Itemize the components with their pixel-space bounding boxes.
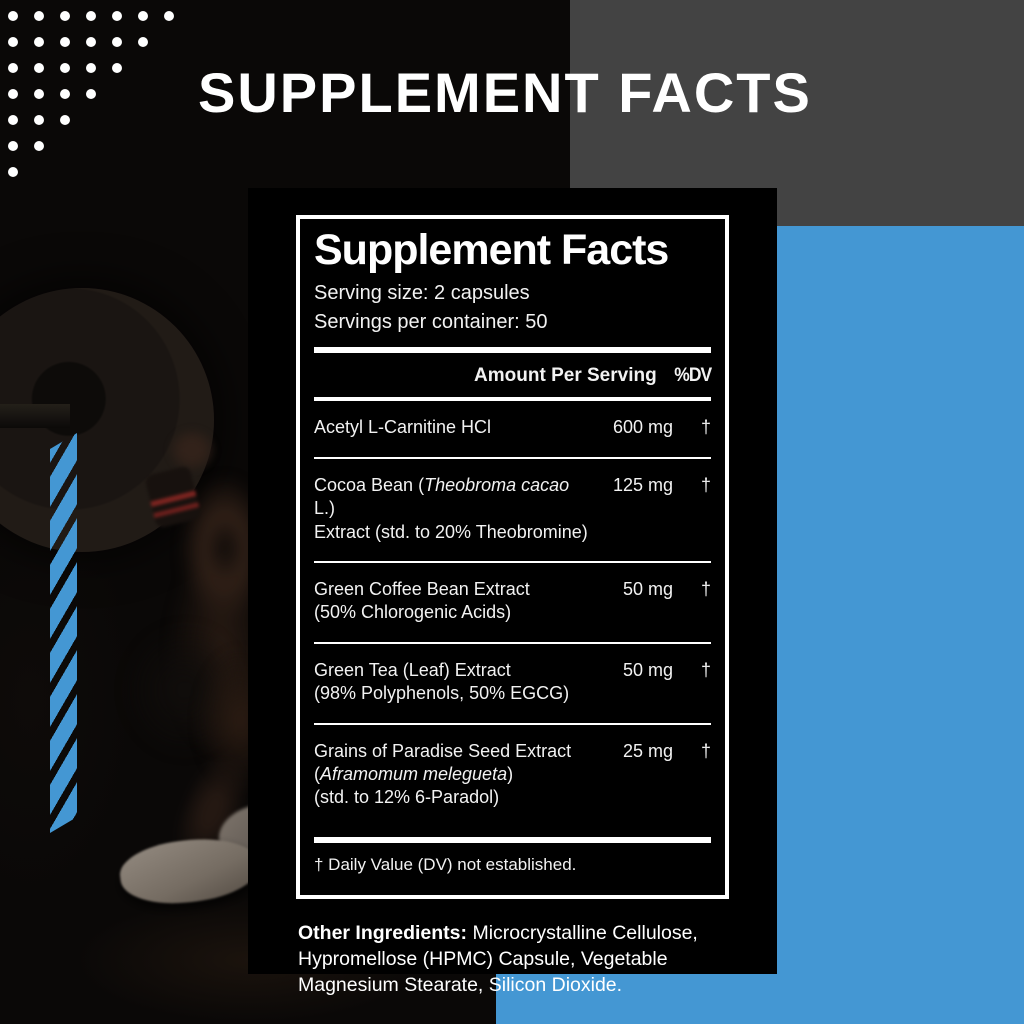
dot (60, 89, 70, 99)
servings-per-container: Servings per container: 50 (314, 311, 548, 334)
ingredient-name: Cocoa Bean (Theobroma cacao L.) Extract (… (314, 474, 588, 542)
dot (60, 11, 70, 21)
ingredient-amount: 50 mg (622, 659, 673, 680)
dot (8, 11, 18, 21)
amount-header-label: Amount Per Serving (474, 365, 657, 387)
dot (8, 89, 18, 99)
ingredient-name: Grains of Paradise Seed Extract (Aframomu… (314, 740, 572, 808)
dot (86, 11, 96, 21)
ingredient-name: Green Tea (Leaf) Extract (98% Polyphenols… (314, 659, 570, 704)
athlete-hand (168, 428, 216, 472)
dot (8, 167, 18, 177)
dot-row (8, 8, 190, 21)
serving-size: Serving size: 2 capsules (314, 282, 530, 305)
dot-row (8, 112, 190, 125)
dv-header-label: %DV (673, 365, 712, 387)
dot (34, 141, 44, 151)
ingredient-amount: 25 mg (622, 740, 673, 761)
ingredient-dv-symbol: † (700, 474, 711, 495)
facts-title: Supplement Facts (314, 226, 669, 274)
dot-row (8, 86, 190, 99)
dot (60, 37, 70, 47)
other-ingredients-label: Other Ingredients: (298, 921, 468, 944)
other-ingredients: Other Ingredients: Microcrystalline Cell… (298, 920, 727, 998)
dot-row (8, 60, 190, 73)
dot (86, 89, 96, 99)
barbell-bar (0, 404, 70, 428)
dot-grid (8, 8, 190, 190)
other-ingredients-text: Microcrystalline Cellulose, Hypromellose… (298, 921, 698, 996)
ingredient-row: Acetyl L-Carnitine HCl 600 mg † (314, 401, 711, 456)
dot (8, 115, 18, 125)
ingredient-row: Green Coffee Bean Extract (50% Chlorogeni… (314, 561, 711, 642)
ingredient-rows: Acetyl L-Carnitine HCl 600 mg † Cocoa Bean … (314, 401, 711, 826)
amount-header-row: Amount Per Serving %DV (314, 365, 712, 387)
page-title: SUPPLEMENT FACTS (198, 61, 812, 124)
dot (86, 63, 96, 73)
dot (34, 115, 44, 125)
dot (8, 63, 18, 73)
dot (60, 63, 70, 73)
dot (112, 37, 122, 47)
ingredient-name: Acetyl L-Carnitine HCl (314, 417, 492, 438)
ingredient-dv-symbol: † (700, 740, 711, 761)
dot-row (8, 34, 190, 47)
ingredient-row: Grains of Paradise Seed Extract (Aframomu… (314, 722, 711, 827)
dot (138, 37, 148, 47)
ingredient-amount: 125 mg (612, 474, 673, 495)
footnote: † Daily Value (DV) not established. (314, 854, 577, 874)
divider-medium (314, 397, 711, 402)
dot (164, 11, 174, 21)
dot (34, 89, 44, 99)
dot (112, 63, 122, 73)
dot (138, 11, 148, 21)
facts-box: Supplement Facts Serving size: 2 capsule… (296, 215, 729, 899)
dot (34, 63, 44, 73)
ingredient-dv-symbol: † (700, 417, 711, 438)
ingredient-amount: 50 mg (622, 579, 673, 599)
ingredient-row: Green Tea (Leaf) Extract (98% Polyphenols… (314, 641, 711, 723)
ingredient-amount: 600 mg (612, 417, 673, 438)
dot-row (8, 138, 190, 151)
ingredient-dv-symbol: † (700, 659, 711, 680)
supplement-panel: Supplement Facts Serving size: 2 capsule… (248, 188, 777, 996)
dot-row (8, 164, 190, 177)
dot (60, 115, 70, 125)
ingredient-name: Green Coffee Bean Extract (50% Chlorogeni… (314, 579, 530, 623)
divider-thick (314, 347, 711, 354)
dot (8, 141, 18, 151)
divider-thick-bottom (314, 836, 711, 843)
dot (86, 37, 96, 47)
ingredient-row: Cocoa Bean (Theobroma cacao L.) Extract (… (314, 456, 711, 561)
dot (8, 37, 18, 47)
stripe-band (50, 433, 77, 833)
dot (112, 11, 122, 21)
dot (34, 11, 44, 21)
dot (34, 37, 44, 47)
ingredient-dv-symbol: † (700, 579, 711, 599)
